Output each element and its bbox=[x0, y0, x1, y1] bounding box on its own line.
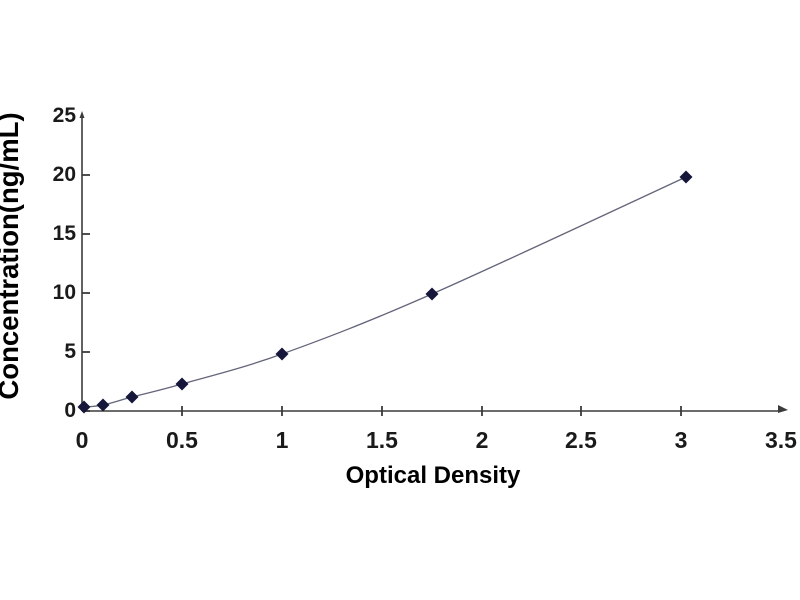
svg-text:20: 20 bbox=[53, 163, 76, 186]
svg-text:Optical Density: Optical Density bbox=[346, 462, 521, 489]
svg-text:2: 2 bbox=[476, 427, 489, 453]
svg-text:3.5: 3.5 bbox=[765, 427, 797, 453]
svg-text:Concentration(ng/mL): Concentration(ng/mL) bbox=[0, 112, 24, 399]
svg-text:25: 25 bbox=[53, 104, 77, 127]
svg-text:5: 5 bbox=[64, 340, 76, 363]
svg-text:0.5: 0.5 bbox=[166, 427, 198, 453]
svg-text:0: 0 bbox=[64, 399, 76, 422]
svg-text:3: 3 bbox=[675, 427, 688, 453]
svg-text:1: 1 bbox=[276, 427, 289, 453]
svg-text:0: 0 bbox=[76, 427, 89, 453]
svg-text:10: 10 bbox=[53, 281, 76, 304]
svg-text:15: 15 bbox=[53, 222, 77, 245]
svg-text:2.5: 2.5 bbox=[565, 427, 597, 453]
svg-text:1.5: 1.5 bbox=[366, 427, 398, 453]
